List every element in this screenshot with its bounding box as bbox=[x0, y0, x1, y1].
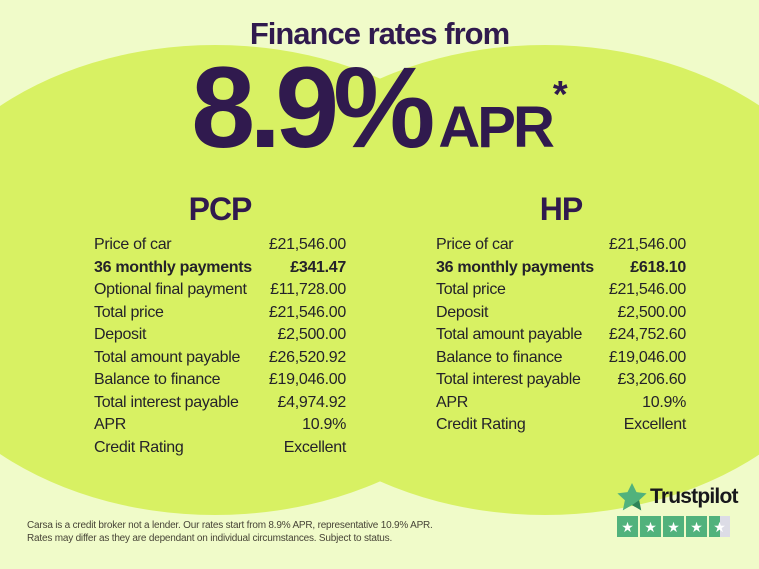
table-row: APR 10.9% bbox=[94, 416, 346, 439]
row-value: £21,546.00 bbox=[608, 281, 686, 298]
row-label: Price of car bbox=[94, 236, 172, 253]
table-row: Price of car £21,546.00 bbox=[436, 236, 686, 259]
row-value: £21,546.00 bbox=[268, 303, 346, 321]
hp-finance-table: HP Price of car £21,546.00 36 monthly paym… bbox=[436, 190, 686, 439]
disclaimer-line-2: Rates may differ as they are dependant o… bbox=[27, 533, 393, 544]
table-row: Optional final payment £11,728.00 bbox=[94, 281, 346, 304]
row-label: APR bbox=[94, 416, 126, 433]
row-value: £341.47 bbox=[290, 258, 346, 276]
row-label: Total amount payable bbox=[436, 326, 583, 343]
row-value: £21,546.00 bbox=[608, 236, 686, 253]
row-value: £11,728.00 bbox=[270, 281, 346, 298]
row-label: Balance to finance bbox=[94, 371, 221, 388]
trustpilot-star-box: ★ bbox=[617, 516, 638, 537]
row-label: Total interest payable bbox=[94, 393, 239, 411]
table-row: APR 10.9% bbox=[436, 394, 686, 417]
table-row: Total interest payable £3,206.60 bbox=[436, 371, 686, 394]
row-value: £24,752.60 bbox=[608, 326, 686, 343]
table-row: 36 monthly payments £341.47 bbox=[94, 259, 346, 282]
row-value: £19,046.00 bbox=[268, 371, 346, 388]
row-value: £2,500.00 bbox=[277, 326, 347, 343]
row-value: £26,520.92 bbox=[268, 348, 346, 366]
table-row: Total amount payable £24,752.60 bbox=[436, 326, 686, 349]
trustpilot-logo: Trustpilot bbox=[617, 482, 738, 512]
table-row: 36 monthly payments £618.10 bbox=[436, 259, 686, 282]
row-value: £19,046.00 bbox=[608, 348, 686, 366]
row-label: Balance to finance bbox=[436, 348, 563, 366]
row-label: Total amount payable bbox=[94, 348, 241, 366]
trustpilot-rating-stars: ★ ★ ★ ★ ★ bbox=[617, 516, 738, 537]
table-row: Deposit £2,500.00 bbox=[94, 326, 346, 349]
trustpilot-star-box: ★ bbox=[686, 516, 707, 537]
rate-suffix: APR bbox=[438, 95, 554, 160]
table-row: Total interest payable £4,974.92 bbox=[94, 394, 346, 417]
banner-title: Finance rates from bbox=[249, 16, 510, 51]
table-row: Credit Rating Excellent bbox=[436, 416, 686, 439]
row-label: Total interest payable bbox=[436, 371, 581, 388]
disclaimer-line-1: Carsa is a credit broker not a lender. O… bbox=[27, 520, 433, 531]
trustpilot-wordmark: Trustpilot bbox=[650, 485, 738, 508]
row-value: 10.9% bbox=[642, 393, 686, 411]
trustpilot-star-box: ★ bbox=[709, 516, 730, 537]
pcp-table-title: PCP bbox=[188, 191, 253, 227]
table-row: Credit Rating Excellent bbox=[94, 439, 346, 462]
row-label: Deposit bbox=[94, 326, 147, 343]
row-label: Credit Rating bbox=[94, 438, 184, 456]
row-label: Deposit bbox=[436, 303, 489, 321]
hp-table-title: HP bbox=[539, 191, 583, 227]
row-value: £21,546.00 bbox=[268, 236, 346, 253]
table-row: Total price £21,546.00 bbox=[94, 304, 346, 327]
table-row: Total amount payable £26,520.92 bbox=[94, 349, 346, 372]
table-row: Total price £21,546.00 bbox=[436, 281, 686, 304]
legal-disclaimer: Carsa is a credit broker not a lender. O… bbox=[27, 519, 477, 545]
trustpilot-star-box: ★ bbox=[640, 516, 661, 537]
row-value: £2,500.00 bbox=[617, 303, 687, 321]
table-row: Price of car £21,546.00 bbox=[94, 236, 346, 259]
row-value: Excellent bbox=[623, 416, 687, 433]
headline-rate: 8.9% APR * bbox=[0, 51, 759, 166]
rate-asterisk: * bbox=[552, 74, 568, 116]
row-value: £618.10 bbox=[630, 258, 686, 276]
table-row: Deposit £2,500.00 bbox=[436, 304, 686, 327]
row-value: £4,974.92 bbox=[277, 393, 347, 411]
row-label: APR bbox=[436, 393, 468, 411]
row-label: Total price bbox=[94, 303, 164, 321]
row-label: Total price bbox=[436, 281, 506, 298]
row-label: 36 monthly payments bbox=[94, 258, 252, 276]
trustpilot-widget: Trustpilot ★ ★ ★ ★ ★ bbox=[617, 482, 738, 537]
row-label: Price of car bbox=[436, 236, 514, 253]
row-label: Credit Rating bbox=[436, 416, 526, 433]
row-value: Excellent bbox=[283, 438, 347, 456]
pcp-table-rows: Price of car £21,546.00 36 monthly payment… bbox=[94, 236, 346, 461]
row-label: 36 monthly payments bbox=[436, 258, 594, 276]
table-row: Balance to finance £19,046.00 bbox=[94, 371, 346, 394]
row-value: £3,206.60 bbox=[617, 371, 687, 388]
hp-table-rows: Price of car £21,546.00 36 monthly payment… bbox=[436, 236, 686, 439]
row-label: Optional final payment bbox=[94, 281, 247, 298]
pcp-finance-table: PCP Price of car £21,546.00 36 monthly pay… bbox=[94, 190, 346, 461]
row-value: 10.9% bbox=[302, 416, 346, 433]
trustpilot-star-icon bbox=[617, 482, 647, 511]
table-row: Balance to finance £19,046.00 bbox=[436, 349, 686, 372]
rate-value: 8.9% bbox=[191, 44, 435, 172]
background-circle-right bbox=[225, 45, 759, 515]
trustpilot-star-box: ★ bbox=[663, 516, 684, 537]
